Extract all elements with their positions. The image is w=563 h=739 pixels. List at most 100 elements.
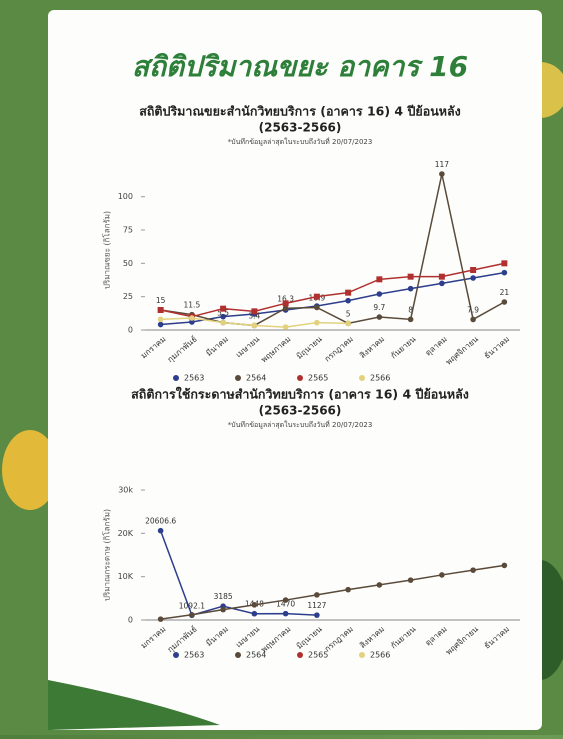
data-label: 3185 xyxy=(214,592,233,601)
point xyxy=(345,320,351,327)
point xyxy=(220,313,226,320)
point xyxy=(220,606,226,613)
point xyxy=(313,293,320,300)
point xyxy=(470,316,476,323)
legend-swatch xyxy=(173,652,179,658)
data-label: 7.9 xyxy=(467,305,479,314)
series-line xyxy=(160,262,505,318)
point xyxy=(376,582,383,588)
point xyxy=(345,586,351,593)
y-tick-label: 75 xyxy=(123,226,133,235)
point xyxy=(157,316,164,323)
point xyxy=(470,267,477,273)
legend-swatch xyxy=(235,652,241,658)
chart-note: *บันทึกข้อมูลล่าสุดในระบบถึงวันที่ 20/07… xyxy=(228,137,373,146)
chart-title: สถิติการใช้กระดาษสำนักวิทยบริการ (อาคาร … xyxy=(131,387,469,402)
point xyxy=(251,322,258,329)
point xyxy=(282,610,289,617)
y-tick-label: 25 xyxy=(123,292,133,301)
point xyxy=(157,616,164,622)
point xyxy=(376,276,383,283)
point xyxy=(407,316,414,323)
point xyxy=(439,280,445,287)
point xyxy=(314,612,320,618)
data-label: 8 xyxy=(408,305,413,314)
point xyxy=(345,289,352,296)
point xyxy=(407,285,414,292)
data-label: 5 xyxy=(346,309,351,318)
point xyxy=(220,319,226,326)
data-label: 1092.1 xyxy=(179,601,205,610)
legend-swatch xyxy=(297,375,303,381)
legend-swatch xyxy=(173,375,179,381)
y-tick-label: 100 xyxy=(118,192,133,201)
y-tick-label: 10K xyxy=(118,572,134,581)
point xyxy=(189,315,195,321)
point xyxy=(439,572,445,578)
point xyxy=(282,300,289,307)
legend-label: 2564 xyxy=(246,374,266,383)
point xyxy=(501,260,508,267)
legend-swatch xyxy=(359,375,365,381)
y-axis-label: ปริมาณกระดาษ (กิโลกรัม) xyxy=(102,509,112,601)
legend-label: 2565 xyxy=(308,651,328,660)
point xyxy=(220,305,227,312)
decoration xyxy=(48,680,220,730)
point xyxy=(439,171,445,177)
y-tick-label: 0 xyxy=(128,326,133,335)
point xyxy=(282,324,289,330)
chart-note: *บันทึกข้อมูลล่าสุดในระบบถึงวันที่ 20/07… xyxy=(228,420,373,429)
paper xyxy=(48,10,542,730)
point xyxy=(376,291,383,297)
chart-title: สถิติปริมาณขยะสำนักวิทยบริการ (อาคาร 16)… xyxy=(139,104,461,119)
series-line xyxy=(160,271,505,326)
data-label: 117 xyxy=(435,160,450,169)
y-tick-label: 20K xyxy=(118,529,134,538)
data-label: 21 xyxy=(500,288,510,297)
point xyxy=(251,308,258,315)
point xyxy=(438,273,445,280)
data-label: 1470 xyxy=(276,600,295,609)
y-tick-label: 0 xyxy=(128,616,133,625)
point xyxy=(501,269,508,276)
point xyxy=(376,314,383,320)
data-label: 11.5 xyxy=(184,301,201,310)
legend-swatch xyxy=(359,652,365,658)
chart-subtitle: (2563-2566) xyxy=(259,121,342,135)
data-label: 5.5 xyxy=(217,309,229,318)
point xyxy=(470,275,476,281)
point xyxy=(470,567,476,573)
legend-label: 2566 xyxy=(370,651,390,660)
point xyxy=(282,597,289,603)
data-label: 9.7 xyxy=(373,303,385,312)
legend-label: 2563 xyxy=(184,374,204,383)
legend-label: 2566 xyxy=(370,374,390,383)
legend-label: 2563 xyxy=(184,651,204,660)
point xyxy=(189,612,195,618)
point xyxy=(501,562,508,569)
point xyxy=(157,321,164,328)
legend-label: 2565 xyxy=(308,374,328,383)
point xyxy=(282,305,289,312)
point xyxy=(189,319,195,325)
point xyxy=(314,304,320,311)
data-label: 1127 xyxy=(307,601,326,610)
legend-swatch xyxy=(235,375,241,381)
point xyxy=(157,527,164,534)
data-label: 16.3 xyxy=(277,294,294,303)
point xyxy=(314,592,320,598)
data-label: 15 xyxy=(156,296,166,305)
y-tick-label: 50 xyxy=(123,259,133,268)
poster-title: สถิติปริมาณขยะ อาคาร 16 xyxy=(132,50,468,83)
y-tick-label: 30k xyxy=(118,486,133,495)
series-line xyxy=(159,530,317,617)
data-label: 20606.6 xyxy=(145,517,176,526)
decoration xyxy=(2,430,58,510)
chart-subtitle: (2563-2566) xyxy=(259,404,342,418)
point xyxy=(501,299,508,305)
point xyxy=(345,297,351,304)
point xyxy=(157,307,164,313)
point xyxy=(251,610,258,617)
